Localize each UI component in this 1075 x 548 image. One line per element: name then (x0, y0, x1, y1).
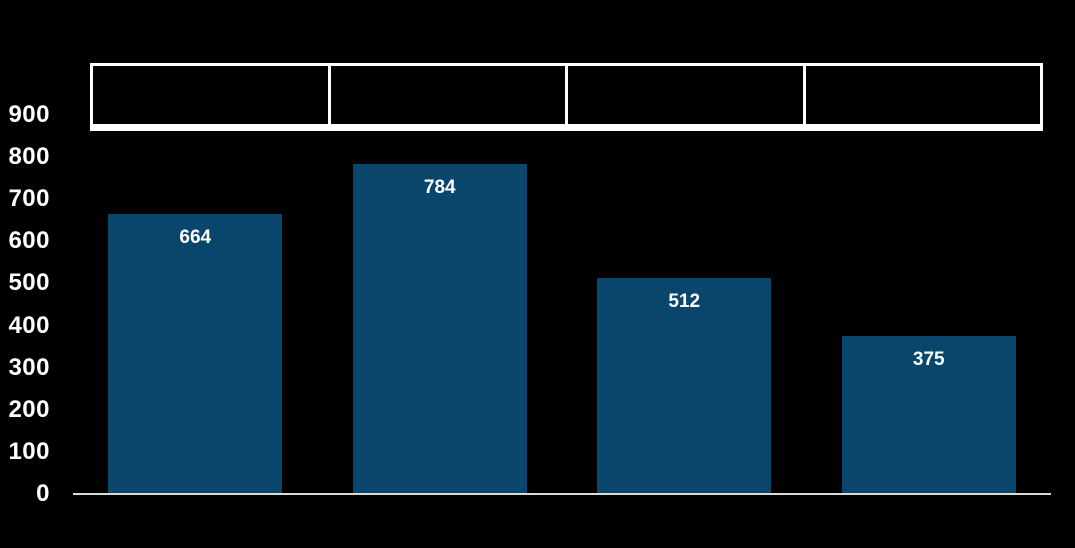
y-tick-label: 900 (8, 101, 50, 128)
header-table (90, 63, 1043, 131)
bar: 512 (597, 278, 772, 494)
bar-value-label: 784 (423, 176, 456, 198)
y-tick-label: 400 (8, 311, 50, 339)
header-cell-3 (568, 66, 806, 124)
y-tick-label: 700 (8, 185, 50, 213)
header-cell-4 (805, 66, 1040, 124)
y-tick-label: 500 (8, 269, 50, 297)
bar-value-label: 512 (668, 291, 701, 313)
x-axis-line (73, 493, 1051, 495)
bar: 375 (841, 336, 1016, 494)
bar: 664 (108, 214, 283, 494)
y-tick-label: 100 (8, 437, 50, 465)
bar-value-label: 375 (912, 349, 945, 371)
y-tick-label: 300 (8, 353, 50, 381)
bar-value-label: 664 (179, 227, 212, 249)
y-tick-label: 600 (8, 227, 50, 255)
header-cell-2 (330, 66, 568, 124)
y-tick-label: 800 (8, 143, 50, 171)
bar: 784 (352, 163, 527, 494)
y-tick-label: 0 (36, 480, 50, 507)
header-cell-1 (93, 66, 331, 124)
y-tick-label: 200 (8, 395, 50, 423)
